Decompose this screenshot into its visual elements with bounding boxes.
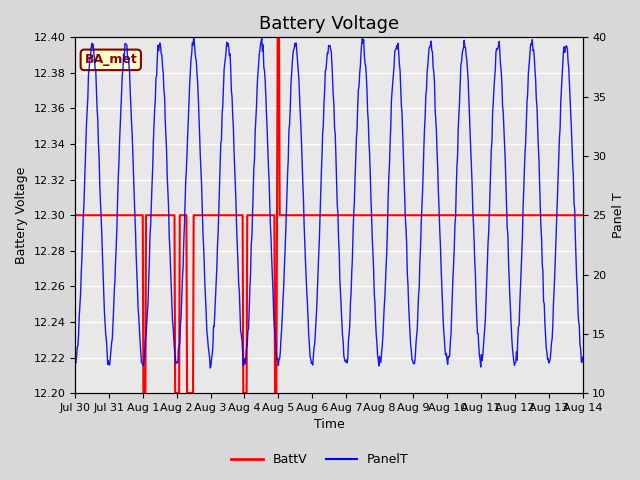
Y-axis label: Battery Voltage: Battery Voltage <box>15 167 28 264</box>
Legend: BattV, PanelT: BattV, PanelT <box>227 448 413 471</box>
Title: Battery Voltage: Battery Voltage <box>259 15 399 33</box>
Text: BA_met: BA_met <box>84 53 137 66</box>
Y-axis label: Panel T: Panel T <box>612 192 625 238</box>
X-axis label: Time: Time <box>314 419 344 432</box>
